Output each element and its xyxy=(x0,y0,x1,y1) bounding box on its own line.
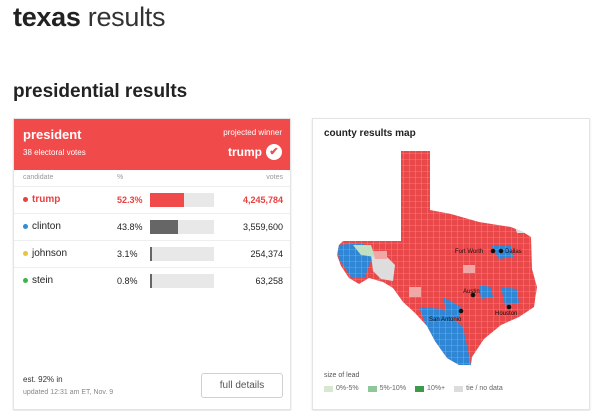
page-title: texas results xyxy=(13,2,166,33)
state-shape xyxy=(337,151,537,365)
table-row: johnson 3.1% 254,374 xyxy=(14,240,290,267)
legend-swatch xyxy=(324,385,333,392)
texas-county-map[interactable]: Fort Worth Dallas Austin Houston San Ant… xyxy=(313,147,589,367)
race-title: president xyxy=(23,127,82,142)
electoral-votes: 38 electoral votes xyxy=(23,148,86,157)
legend-label: 10%+ xyxy=(427,385,446,392)
candidate-percent: 43.8% xyxy=(117,222,143,232)
winner-name: trump xyxy=(228,145,262,159)
section-title: presidential results xyxy=(13,81,188,102)
candidate-name: johnson xyxy=(32,248,68,259)
city-label-houston: Houston xyxy=(495,311,517,317)
candidate-name: trump xyxy=(32,194,61,205)
vote-share-fill xyxy=(150,274,152,288)
vote-share-bar xyxy=(150,274,214,288)
party-dot xyxy=(23,197,28,202)
table-row: trump 52.3% 4,245,784 xyxy=(14,186,290,213)
candidate-table: trump 52.3% 4,245,784 clinton 43.8% 3,55… xyxy=(14,186,290,294)
party-dot xyxy=(23,224,28,229)
candidate-votes: 3,559,600 xyxy=(242,222,283,232)
table-row: stein 0.8% 63,258 xyxy=(14,267,290,294)
candidate-name: stein xyxy=(32,275,54,286)
legend-label: tie / no data xyxy=(466,385,503,392)
full-details-button[interactable]: full details xyxy=(201,373,283,398)
column-candidate: candidate xyxy=(23,174,54,181)
vote-share-fill xyxy=(150,193,184,207)
city-label-fort-worth: Fort Worth xyxy=(455,249,483,255)
projected-winner-label: projected winner xyxy=(223,128,282,137)
map-title: county results map xyxy=(324,128,416,139)
city-marker xyxy=(506,304,512,310)
city-markers xyxy=(458,248,512,314)
table-header: candidate % votes xyxy=(14,174,290,186)
vote-share-bar xyxy=(150,220,214,234)
vote-share-bar xyxy=(150,247,214,261)
candidate-votes: 63,258 xyxy=(255,276,283,286)
results-word: results xyxy=(87,2,166,32)
legend-item: 5%-10% xyxy=(367,385,407,392)
candidate-percent: 0.8% xyxy=(117,276,138,286)
legend-item: tie / no data xyxy=(454,385,503,392)
city-labels: Fort Worth Dallas Austin Houston San Ant… xyxy=(429,249,522,323)
updated-time: updated 12:31 am ET, Nov. 9 xyxy=(23,389,114,396)
city-marker xyxy=(490,248,496,254)
legend-swatch xyxy=(454,385,464,392)
vote-share-bar xyxy=(150,193,214,207)
county-map-card: county results map xyxy=(312,118,590,410)
map-legend: 0%-5% 5%-10% 10%+ tie / no data xyxy=(324,385,503,392)
city-label-san-antonio: San Antonio xyxy=(429,317,462,323)
legend-swatch xyxy=(415,385,425,392)
table-row: clinton 43.8% 3,559,600 xyxy=(14,213,290,240)
party-dot xyxy=(23,251,28,256)
race-header: president 38 electoral votes projected w… xyxy=(14,119,290,170)
city-label-dallas: Dallas xyxy=(505,249,522,255)
party-dot xyxy=(23,278,28,283)
city-marker xyxy=(498,248,504,254)
column-percent: % xyxy=(117,174,124,181)
candidate-votes: 4,245,784 xyxy=(242,195,283,205)
legend-item: 10%+ xyxy=(415,385,445,392)
checkmark-icon: ✔ xyxy=(266,144,282,160)
legend-swatch xyxy=(367,385,377,392)
candidate-percent: 3.1% xyxy=(117,249,138,259)
legend-label: 0%-5% xyxy=(336,385,359,392)
city-marker xyxy=(458,308,464,314)
vote-share-fill xyxy=(150,247,152,261)
reporting-status: est. 92% in xyxy=(23,375,63,384)
state-name: texas xyxy=(13,2,81,32)
vote-share-fill xyxy=(150,220,178,234)
city-label-austin: Austin xyxy=(463,289,480,295)
column-votes: votes xyxy=(266,174,283,181)
projected-winner: trump ✔ xyxy=(228,144,282,160)
president-results-card: president 38 electoral votes projected w… xyxy=(13,118,291,410)
legend-title: size of lead xyxy=(324,372,360,379)
legend-label: 5%-10% xyxy=(379,385,407,392)
candidate-name: clinton xyxy=(32,221,61,232)
candidate-percent: 52.3% xyxy=(117,195,143,205)
legend-item: 0%-5% xyxy=(324,385,359,392)
candidate-votes: 254,374 xyxy=(250,249,283,259)
city-marker xyxy=(470,292,476,298)
